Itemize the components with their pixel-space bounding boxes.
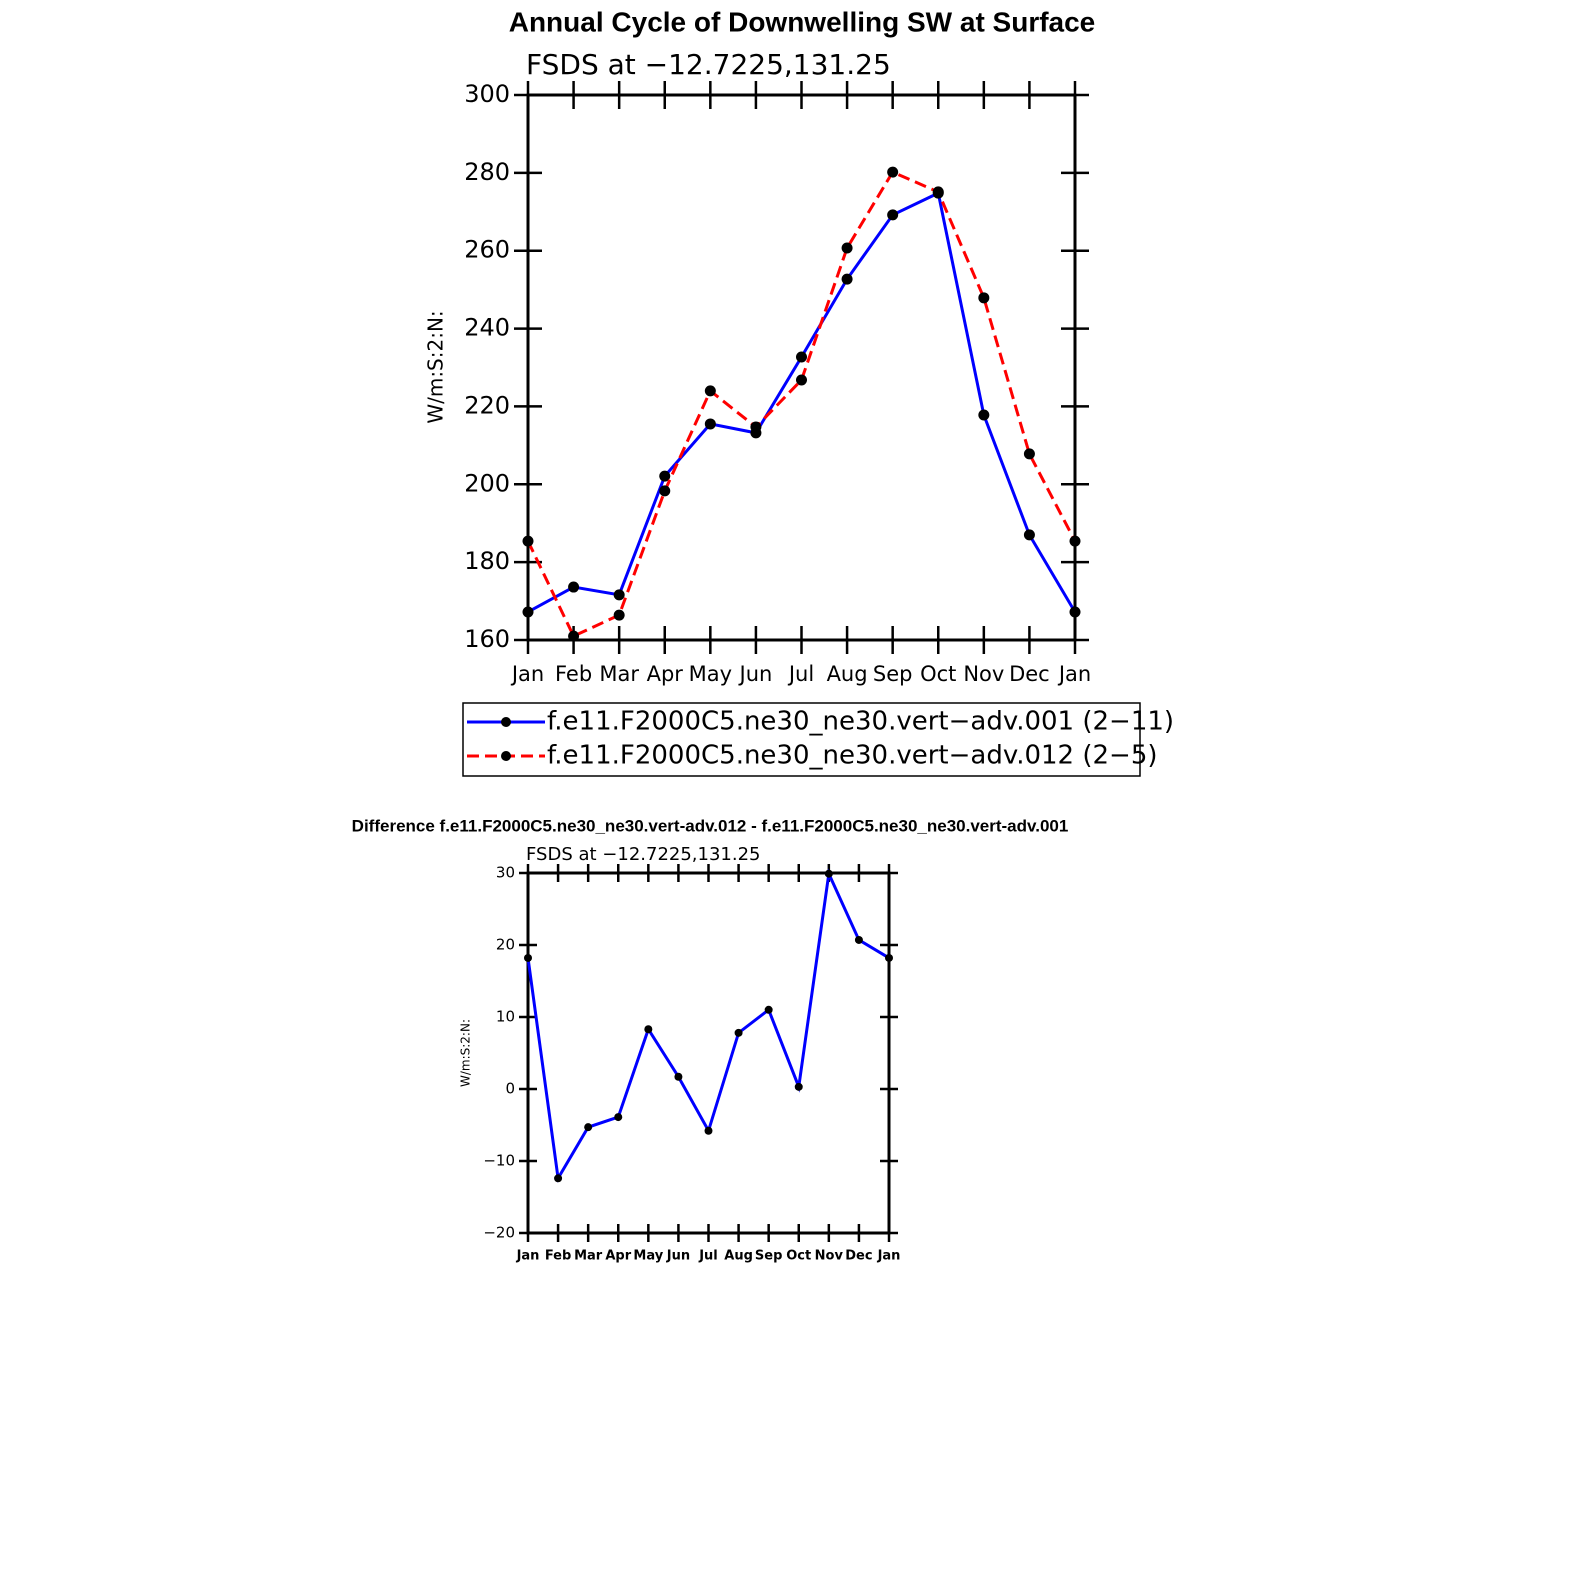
x-tick-label: Jan <box>516 1249 540 1264</box>
y-axis-label: W/m:S:2:N: <box>424 310 448 423</box>
data-point <box>1069 606 1081 618</box>
y-tick-label: 20 <box>496 936 515 954</box>
y-tick-label: 260 <box>464 236 510 264</box>
data-point <box>734 1028 743 1037</box>
y-axis-label: W/m:S:2:N: <box>459 1019 473 1087</box>
chart-subtitle: FSDS at −12.7225,131.25 <box>526 844 761 865</box>
x-tick-label: Aug <box>724 1249 753 1264</box>
data-point <box>750 421 762 433</box>
y-tick-label: −10 <box>483 1152 515 1170</box>
y-tick-label: 240 <box>464 314 510 342</box>
legend-box <box>462 702 1141 777</box>
data-point <box>1023 529 1035 541</box>
x-tick-label: Feb <box>555 662 592 686</box>
x-tick-label: Nov <box>963 662 1004 686</box>
data-point <box>794 1082 803 1091</box>
x-tick-label: Sep <box>755 1249 783 1264</box>
data-point <box>1023 448 1035 460</box>
data-point <box>887 166 899 178</box>
x-tick-label: May <box>633 1249 663 1264</box>
data-point <box>613 609 625 621</box>
data-point <box>887 209 899 221</box>
data-point <box>885 953 893 962</box>
data-point <box>1069 535 1081 547</box>
chart-title: Annual Cycle of Downwelling SW at Surfac… <box>509 6 1096 37</box>
x-tick-label: Apr <box>647 662 684 686</box>
x-tick-label: Oct <box>920 662 956 686</box>
y-tick-label: 0 <box>505 1080 515 1098</box>
legend-marker <box>501 717 511 727</box>
x-tick-label: Dec <box>1009 662 1050 686</box>
y-tick-label: 220 <box>464 391 510 419</box>
y-tick-label: 280 <box>464 158 510 186</box>
plot-frame <box>526 93 1077 642</box>
data-point <box>932 186 944 198</box>
data-point <box>854 935 863 944</box>
data-point <box>659 485 671 497</box>
chart-title: Difference f.e11.F2000C5.ne30_ne30.vert-… <box>352 816 1069 835</box>
legend-label: f.e11.F2000C5.ne30_ne30.vert−adv.012 (2−… <box>547 741 1158 771</box>
x-tick-label: Aug <box>827 662 868 686</box>
x-tick-label: Jan <box>877 1249 901 1264</box>
data-point <box>674 1072 683 1081</box>
y-tick-label: 10 <box>496 1008 515 1026</box>
data-point <box>978 409 990 421</box>
x-tick-label: Oct <box>786 1249 811 1264</box>
x-tick-label: May <box>689 662 732 686</box>
data-point <box>613 589 625 601</box>
data-point <box>796 374 807 386</box>
y-tick-label: 200 <box>464 469 510 497</box>
x-tick-label: Jun <box>666 1249 690 1264</box>
data-point <box>644 1025 653 1034</box>
data-point <box>554 1174 563 1183</box>
data-point <box>824 869 833 878</box>
x-tick-label: Jan <box>1057 662 1091 686</box>
x-tick-label: Jun <box>738 662 773 686</box>
data-point <box>522 606 534 618</box>
data-point <box>704 418 716 430</box>
x-tick-label: Jan <box>510 662 544 686</box>
data-point <box>584 1123 593 1132</box>
y-tick-label: 30 <box>496 864 515 882</box>
x-tick-label: Apr <box>605 1249 631 1264</box>
data-point <box>978 292 990 304</box>
x-tick-label: Sep <box>873 662 913 686</box>
y-tick-label: 180 <box>464 547 510 575</box>
series-line <box>526 170 1077 639</box>
legend-marker <box>501 751 511 761</box>
chart-subtitle: FSDS at −12.7225,131.25 <box>526 48 891 81</box>
x-tick-label: Mar <box>599 662 639 686</box>
data-point <box>568 581 580 593</box>
y-tick-label: 160 <box>464 625 510 653</box>
x-tick-label: Dec <box>845 1249 872 1264</box>
x-tick-label: Mar <box>574 1249 603 1264</box>
data-point <box>659 470 671 482</box>
data-point <box>841 273 853 285</box>
x-tick-label: Nov <box>815 1249 844 1264</box>
x-tick-label: Jul <box>787 662 814 686</box>
data-point <box>796 351 807 363</box>
data-point <box>764 1005 773 1014</box>
data-point <box>524 953 532 962</box>
series-line <box>527 190 1077 614</box>
x-tick-label: Feb <box>545 1249 571 1264</box>
plot-frame <box>526 871 891 1235</box>
y-tick-label: −20 <box>483 1224 515 1242</box>
data-point <box>704 385 716 397</box>
data-point <box>522 535 534 547</box>
legend-label: f.e11.F2000C5.ne30_ne30.vert−adv.001 (2−… <box>547 707 1174 737</box>
x-tick-label: Jul <box>698 1249 718 1264</box>
y-tick-label: 300 <box>464 80 510 108</box>
data-point <box>704 1126 713 1135</box>
data-point <box>841 242 853 254</box>
data-point <box>614 1113 623 1122</box>
data-point <box>568 630 580 642</box>
